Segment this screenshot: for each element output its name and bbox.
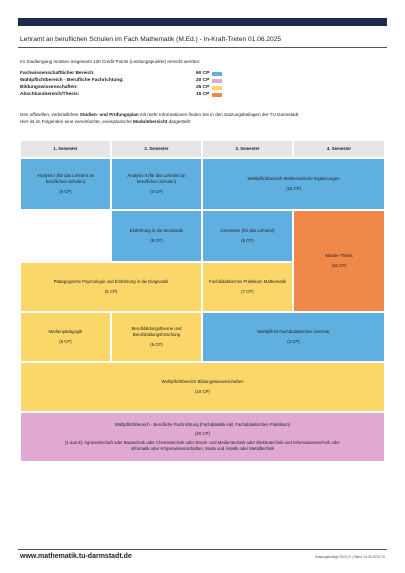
module-title: Wahlpflichtbereich Bildungswissenschafte… [161,379,244,385]
top-bar [18,18,387,26]
module: Wahlpflichtbereich - Berufliche Fachrich… [20,412,385,462]
module-cp: (6 CP) [150,341,163,347]
module-title: Fachdidaktisches Praktikum Mathematik [209,279,286,285]
title: Lehramt an beruflichen Schulen im Fach M… [20,36,282,43]
credit-cp: 15 CP [196,92,210,97]
module-cp: (5 CP) [241,237,254,243]
module-title: Pädagogische Psychologie und Einführung … [53,279,169,285]
text: Studien- und Prüfungsplan [78,112,139,117]
swatch [212,86,222,90]
text: Modulübersicht [131,119,168,124]
module-cp: (5 CP) [59,338,72,344]
credit-cp: 20 CP [196,78,210,83]
text: mit mehr Informationen finden Sie in den… [138,112,300,117]
module-cp: (3 CP) [287,338,300,344]
module: Geometrie (für das Lehramt) (5 CP) [202,210,293,262]
module-title: Einführung in die Stochastik [129,228,184,234]
swatch [212,79,222,83]
column-header: 4. Semester [293,140,385,158]
module: Wahlpflicht Fachdidaktisches Seminar (3 C… [202,312,385,362]
module-cp: (5 CP) [104,288,118,294]
module-title: Analysis II (für das Lehramt an beruflic… [127,173,186,185]
module-cp: (7 CP) [241,288,254,294]
module-title: Master-Thesis [325,253,353,259]
module: Berufsbildungstheorie und Berufsbildungs… [111,312,202,362]
footer-url: www.mathematik.tu-darmstadt.de [20,553,132,560]
column-header: 2. Semester [111,140,202,158]
module: Analysis I (für das Lehramt an beruflich… [20,158,111,210]
credit-cp: 60 CP [196,71,210,76]
module: Pädagogische Psychologie und Einführung … [20,262,202,312]
module-cp: (9 CP) [150,237,163,243]
module-cp: (18 CP) [286,185,301,191]
module-cp: (9 CP) [59,188,72,194]
module: Einführung in die Stochastik (9 CP) [111,210,202,262]
module: Master-Thesis (15 CP) [293,210,385,312]
credit-cp: 25 CP [196,85,210,90]
column-header: 1. Semester [20,140,111,158]
module-cp: (20 CP) [195,430,210,436]
module-cp: (4 CP) [150,188,163,194]
module-title: Wahlpflichtbereich - Berufliche Fachrich… [114,421,291,427]
text: offiziellen, verbindlichen [29,112,79,117]
module: Fachdidaktisches Praktikum Mathematik (7 … [202,262,293,312]
credit-label: Fachwissenschaftlicher Bereich: [20,71,95,76]
module: Medienpädagogik (5 CP) [20,312,111,362]
module-title: Medienpädagogik [48,329,83,335]
credit-label: Abschlussbereich/Thesis: [20,92,80,97]
text: dargestellt: [167,119,192,124]
module-title: Analysis I (für das Lehramt an beruflich… [36,173,95,185]
module-cp: (15 CP) [331,262,347,268]
module-note: (1 aus 8): Agrarwirtschaft oder Bautechn… [65,440,340,452]
module: Analysis II (für das Lehramt an beruflic… [111,158,202,210]
intro: Im Studiengang müssen insgesamt 120 Cred… [20,59,201,64]
module: Wahlpflichtbereich Bildungswissenschafte… [20,362,385,412]
module-cp: (10 CP) [195,388,210,394]
rule [18,47,387,48]
footer-note: Satzungsbeilage 2025_III | Stand: 16.05.… [315,555,385,559]
text: Den [20,112,30,117]
column-header: 3. Semester [202,140,293,158]
footer-rule [18,549,387,550]
swatch [212,93,222,97]
paragraph-line: Hier ist im Folgenden eine vereinfachte,… [20,119,191,124]
credit-label: Wahlpflichtbereich - Berufliche Fachrich… [20,78,124,83]
paragraph-line: Den offiziellen, verbindlichen Studien- … [20,112,300,117]
text: Hier ist im Folgenden eine [20,119,75,124]
credit-label: Bildungswissenschaften: [20,85,78,90]
module-title: Geometrie (für das Lehramt) [220,228,275,234]
swatch [212,72,222,76]
module-grid: 1. Semester 2. Semester 3. Semester 4. S… [20,140,385,462]
module: Wahlpflichtbereich Mathematische Ergänzu… [202,158,385,210]
text: vereinfachte, exemplarische [74,119,132,124]
module-title: Wahlpflichtbereich Mathematische Ergänzu… [247,176,340,182]
module-title: Berufsbildungstheorie und Berufsbildungs… [131,326,182,338]
module-title: Wahlpflicht Fachdidaktisches Seminar [257,329,330,335]
